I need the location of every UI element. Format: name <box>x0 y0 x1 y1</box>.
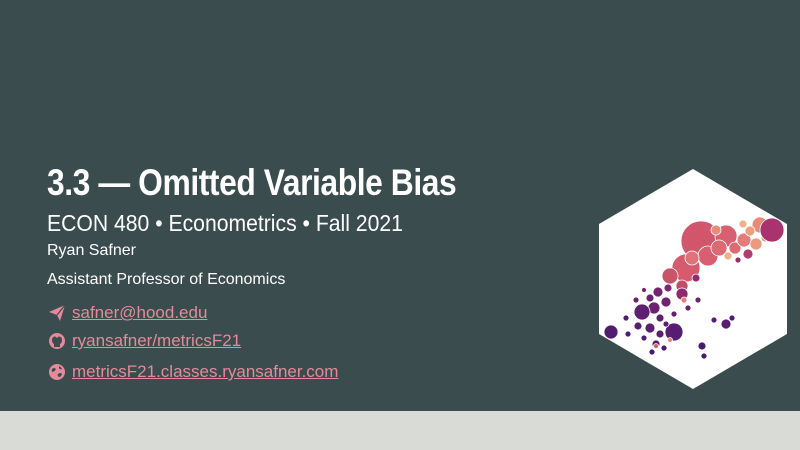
bubble <box>684 250 700 266</box>
bubble <box>759 217 785 243</box>
bubble <box>663 283 673 293</box>
bubble <box>664 322 684 342</box>
bubble <box>648 348 656 356</box>
slide-title: 3.3 — Omitted Variable Bias <box>47 162 457 203</box>
bubble <box>652 286 664 298</box>
bubble <box>633 321 643 331</box>
bubble <box>660 296 672 308</box>
bubble <box>694 296 702 304</box>
bubble <box>624 330 632 338</box>
bubble <box>723 251 733 261</box>
bubble <box>691 273 701 283</box>
course-logo <box>599 169 787 389</box>
github-link[interactable]: ryansafner/metricsF21 <box>72 331 242 350</box>
bubble <box>640 334 648 342</box>
bubble <box>710 224 722 236</box>
bubble <box>734 256 742 264</box>
bubble <box>738 219 748 229</box>
bubble <box>644 322 656 334</box>
bubble <box>700 352 708 360</box>
bubble <box>749 237 763 251</box>
bubble <box>728 314 736 322</box>
bubble <box>736 232 752 248</box>
bubble <box>633 303 651 321</box>
bubble <box>655 313 665 323</box>
bubble <box>661 267 679 285</box>
slide: 3.3 — Omitted Variable Bias ECON 480 • E… <box>0 0 800 411</box>
bubble <box>684 304 692 312</box>
bubble <box>622 314 630 322</box>
author-role: Assistant Professor of Economics <box>47 271 286 288</box>
bubble <box>697 341 707 351</box>
website-link[interactable]: metricsF21.classes.ryansafner.com <box>72 362 339 381</box>
bubble <box>645 293 655 303</box>
website-row: metricsF21.classes.ryansafner.com <box>48 361 338 383</box>
bubble <box>670 310 678 318</box>
bubble <box>742 248 754 260</box>
author-name: Ryan Safner <box>47 242 136 259</box>
bubble <box>655 329 665 339</box>
bubble <box>680 296 688 304</box>
bubble <box>667 337 673 343</box>
bubble <box>710 239 728 257</box>
github-row: ryansafner/metricsF21 <box>48 330 241 352</box>
paper-plane-icon <box>48 304 66 322</box>
bubble <box>710 316 718 324</box>
email-link[interactable]: safner@hood.edu <box>72 303 208 322</box>
bubble <box>653 343 659 349</box>
bubble <box>660 344 668 352</box>
bubble <box>641 287 647 293</box>
github-icon <box>48 332 66 350</box>
slide-subtitle: ECON 480 • Econometrics • Fall 2021 <box>47 210 403 236</box>
bubble <box>728 241 742 255</box>
bubble <box>662 320 670 328</box>
email-row: safner@hood.edu <box>48 302 207 324</box>
bubble <box>744 225 756 237</box>
globe-icon <box>48 363 66 381</box>
bubble <box>720 318 732 330</box>
bubble <box>603 324 619 340</box>
bubble <box>632 296 640 304</box>
